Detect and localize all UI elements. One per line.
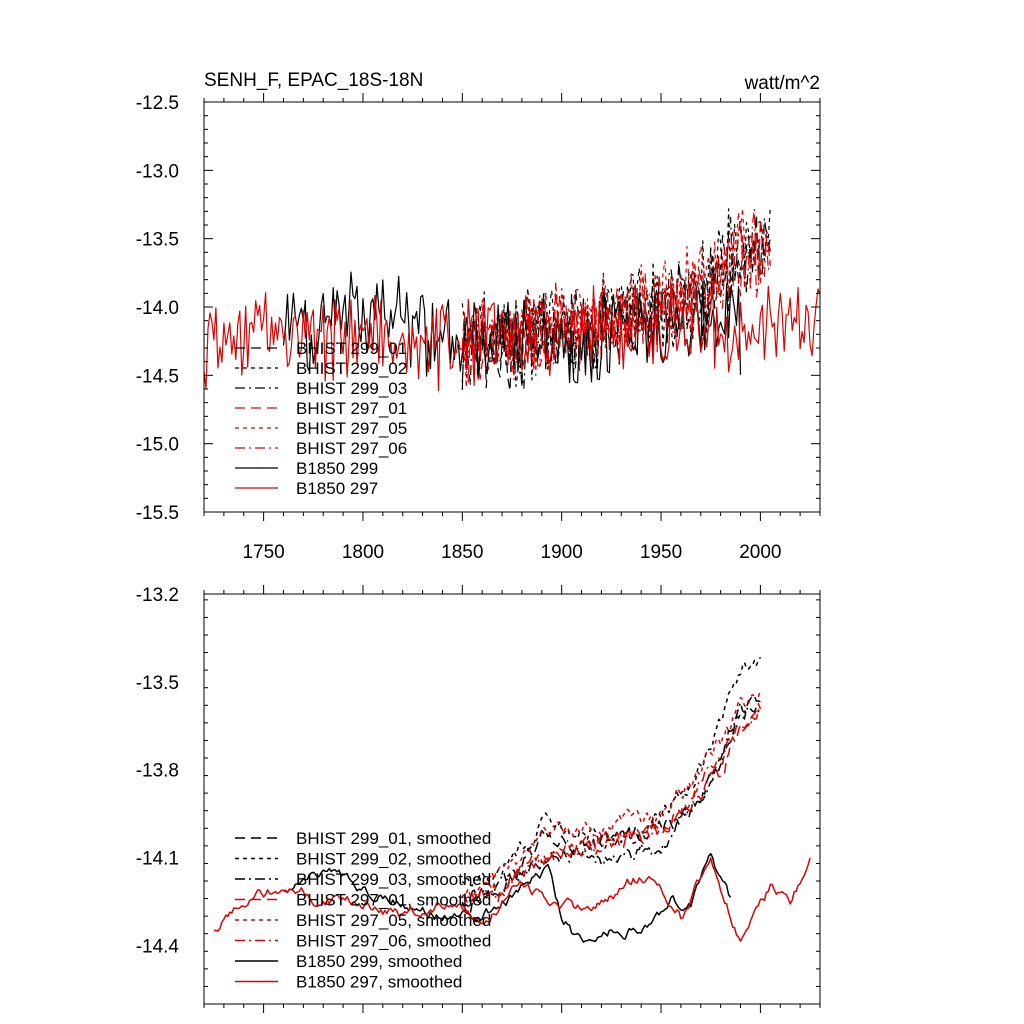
top-panel: 1750 1800 1850 1900 1950 2000 -15.5 -15.0 -14.5 -… — [136, 70, 821, 563]
y-tick-label: -14.4 — [136, 936, 180, 957]
series-line-5 — [461, 208, 771, 382]
top-panel-series — [204, 207, 820, 392]
series-line-3 — [462, 702, 762, 905]
series-line-5 — [461, 709, 762, 912]
y-tick-label: -13.5 — [136, 673, 179, 694]
x-tick-label: 1800 — [342, 542, 384, 563]
y-tick-label: -14.5 — [136, 366, 179, 387]
top-panel-axes: 1750 1800 1850 1900 1950 2000 -15.5 -15.0 -14.5 -… — [136, 93, 821, 563]
series-line-1 — [461, 656, 762, 887]
x-tick-label: 1950 — [640, 542, 682, 563]
legend-label: BHIST 299_01 — [296, 339, 407, 358]
series-line-7 — [204, 282, 820, 392]
bottom-panel-axes: -14.4 -14.1 -13.8 -13.5 -13.2 — [136, 585, 821, 1013]
bottom-panel: -14.4 -14.1 -13.8 -13.5 -13.2 BHIST 299_01, … — [136, 585, 821, 1013]
x-tick-label: 1850 — [441, 542, 483, 563]
y-tick-label: -15.0 — [136, 435, 179, 456]
bottom-panel-series — [213, 656, 811, 943]
legend-label: B1850 299, smoothed — [296, 952, 462, 971]
x-tick-label: 1750 — [242, 542, 284, 563]
bottom-panel-frame — [203, 593, 821, 1005]
y-tick-label: -13.5 — [136, 230, 179, 251]
y-tick-label: -12.5 — [136, 93, 179, 114]
series-line-7 — [213, 857, 811, 942]
legend-label: BHIST 299_03, smoothed — [296, 870, 491, 889]
legend-label: BHIST 299_01, smoothed — [296, 829, 491, 848]
y-tick-label: -13.8 — [136, 761, 179, 782]
y-tick-label: -15.5 — [136, 503, 179, 524]
series-line-0 — [461, 213, 771, 392]
bottom-panel-legend: BHIST 299_01, smoothed BHIST 299_02, smoo… — [235, 829, 491, 992]
legend-label: BHIST 299_02 — [296, 359, 407, 378]
legend-label: B1850 299 — [296, 459, 378, 478]
legend-label: BHIST 297_06, smoothed — [296, 932, 491, 951]
series-line-2 — [461, 702, 761, 908]
y-tick-label: -14.0 — [136, 298, 179, 319]
series-line-6 — [282, 271, 742, 384]
x-tick-label: 1900 — [541, 542, 583, 563]
legend-label: BHIST 297_05, smoothed — [296, 911, 491, 930]
chart-title: SENH_F, EPAC_18S-18N — [204, 70, 423, 91]
legend-label: BHIST 299_03 — [296, 379, 407, 398]
y-tick-label: -14.1 — [136, 849, 179, 870]
y-tick-label: -13.0 — [136, 161, 179, 182]
legend-label: BHIST 299_02, smoothed — [296, 850, 491, 869]
y-tick-label: -13.2 — [136, 585, 179, 606]
series-line-6 — [283, 852, 732, 943]
series-line-4 — [461, 690, 762, 902]
legend-label: BHIST 297_01 — [296, 399, 407, 418]
series-line-2 — [461, 216, 771, 389]
legend-label: BHIST 297_01, smoothed — [296, 891, 491, 910]
legend-label: B1850 297, smoothed — [296, 973, 462, 992]
series-line-0 — [461, 694, 761, 915]
x-tick-label: 2000 — [739, 542, 781, 563]
legend-label: B1850 297 — [296, 479, 378, 498]
legend-label: BHIST 297_06 — [296, 439, 407, 458]
legend-label: BHIST 297_05 — [296, 419, 407, 438]
units-label: watt/m^2 — [744, 73, 820, 94]
